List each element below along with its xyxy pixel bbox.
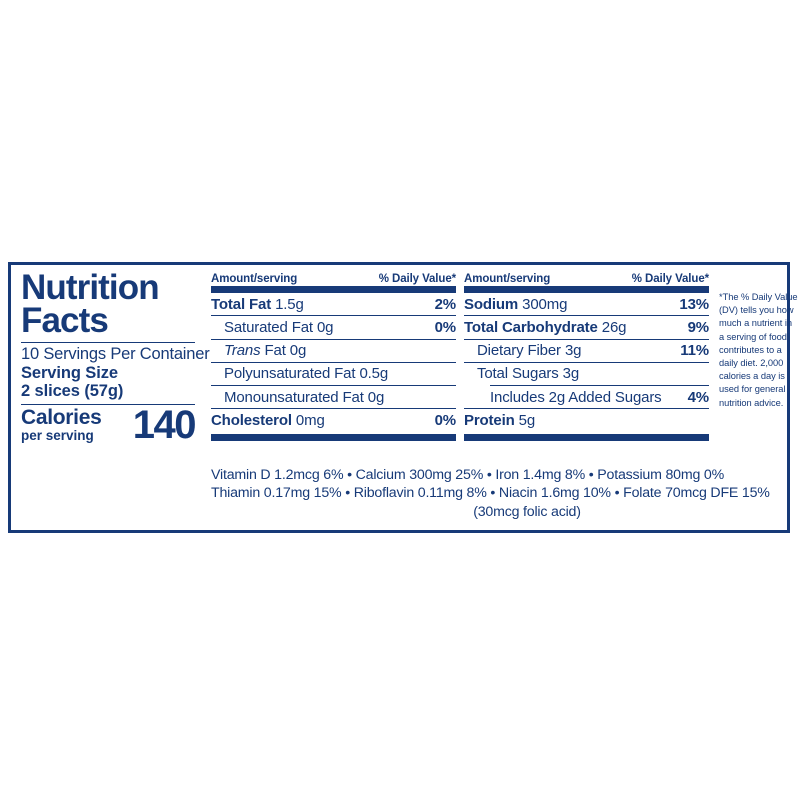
calories-sublabel: per serving [21,428,94,444]
table-row: Includes 2g Added Sugars 4% [464,386,710,410]
vitamins-line-1: Vitamin D 1.2mcg 6% • Calcium 300mg 25% … [211,467,724,483]
nutrient-name: Sodium [464,295,519,313]
nutrient-dv: 13% [679,295,709,313]
nutrient-amount: 0g [367,388,385,406]
table-row: Sodium 300mg 13% [464,293,709,317]
divider-above-calories [21,403,195,405]
nutrient-amount: 0.5g [359,365,389,383]
nutrient-name-italic: Trans [224,342,261,359]
nutrition-facts-label: Nutrition Facts 10 Servings Per Containe… [8,262,798,533]
nutrient-amount: 3g [564,342,582,359]
vitamins-minerals-block: Vitamin D 1.2mcg 6% • Calcium 300mg 25% … [211,466,770,521]
nutrient-name: Total Carbohydrate [464,318,598,336]
column-header-right: Amount/serving % Daily Value* [464,271,709,286]
nutrient-dv: 4% [687,388,710,406]
nutrient-name: Monounsaturated Fat [224,388,364,406]
header-bar-right [464,286,709,293]
nutrient-name: Total Sugars [477,365,559,383]
footer-bar-left [211,433,456,441]
divider-added-sugars [490,385,709,386]
nutrient-amount: 0mg [295,411,325,429]
calories-value: 140 [132,402,197,447]
nutrient-amount: 5g [518,411,536,429]
nutrient-column-right: Amount/serving % Daily Value* Sodium 300… [464,271,709,441]
label-title-line2: Facts [21,300,109,340]
nutrient-name-rest: Fat [264,342,286,359]
nutrient-amount: 300mg [522,295,568,313]
table-row: Trans Fat 0g [211,340,456,363]
nutrient-dv: 9% [687,318,710,336]
table-row: Polyunsaturated Fat 0.5g [211,363,456,386]
nutrient-dv: 0% [434,411,457,429]
nutrient-amount: 0g [289,342,307,359]
nutrient-name: Cholesterol [211,411,292,429]
nutrient-column-left: Amount/serving % Daily Value* Total Fat … [211,271,456,441]
label-title-line1: Nutrition [21,268,160,307]
nutrient-amount: 1.5g [275,295,304,313]
nutrient-name: Dietary Fiber [477,342,561,359]
serving-info-panel: Nutrition Facts 10 Servings Per Containe… [21,268,210,447]
table-row: Total Carbohydrate 26g 9% [464,316,710,340]
nutrient-dv: 11% [680,342,709,359]
table-row: Protein 5g [464,409,709,431]
header-daily-value-right: % Daily Value* [631,273,709,285]
nutrient-name: Protein [464,411,515,429]
footnote-text: *The % Daily Value (DV) tells you how mu… [719,292,798,408]
nutrient-name: Includes 2g Added Sugars [490,388,662,406]
vitamins-line-3: (30mcg folic acid) [473,503,581,520]
table-row: Saturated Fat 0g 0% [211,316,457,340]
daily-value-footnote: *The % Daily Value (DV) tells you how mu… [719,271,799,410]
table-row: Total Sugars 3g [464,363,709,385]
serving-size-label: Serving Size [21,363,118,382]
table-row: Monounsaturated Fat 0g [211,386,456,410]
table-row: Dietary Fiber 3g 11% [464,340,709,363]
nutrient-dv: 2% [434,295,457,313]
nutrient-amount: 0g [316,318,334,336]
vitamins-line-2: Thiamin 0.17mg 15% • Riboflavin 0.11mg 8… [211,485,770,502]
nutrient-name: Total Fat [211,295,272,313]
nutrient-amount: 3g [562,365,580,383]
nutrient-dv: 0% [434,318,457,336]
footer-bar-right [464,433,709,441]
calories-label: Calories [21,406,102,430]
nutrient-name: Saturated Fat [224,318,313,336]
header-daily-value-left: % Daily Value* [378,273,456,285]
table-row: Total Fat 1.5g 2% [211,293,457,317]
divider-under-title [21,341,195,343]
header-amount-serving-left: Amount/serving [211,273,298,285]
table-row: Cholesterol 0mg 0% [211,409,456,431]
nutrient-name: Polyunsaturated Fat [224,365,356,383]
servings-per-container: 10 Servings Per Container [21,344,210,363]
header-bar-left [211,286,456,293]
serving-size-value: 2 slices (57g) [21,382,124,401]
header-amount-serving-right: Amount/serving [464,273,551,285]
calories-row: Calories per serving 140 [21,402,197,447]
column-header-left: Amount/serving % Daily Value* [211,271,456,286]
nutrient-amount: 26g [601,318,627,336]
